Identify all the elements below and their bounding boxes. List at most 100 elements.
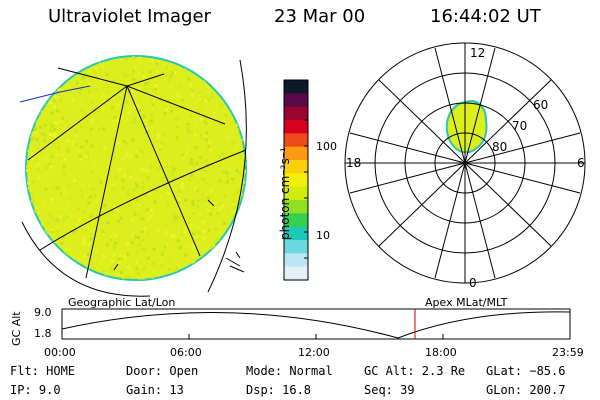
noise-speck xyxy=(81,211,85,215)
noise-speck xyxy=(199,107,203,111)
noise-speck xyxy=(116,209,120,213)
noise-speck xyxy=(75,122,79,126)
noise-speck xyxy=(176,116,179,120)
lat-label-60: 60 xyxy=(533,98,549,112)
noise-speck xyxy=(97,128,101,132)
noise-speck xyxy=(30,137,34,141)
noise-speck xyxy=(39,149,43,153)
noise-speck xyxy=(44,172,48,176)
noise-speck xyxy=(76,80,79,84)
noise-speck xyxy=(89,122,93,125)
noise-speck xyxy=(175,92,179,96)
noise-speck xyxy=(173,214,177,218)
footer-mode: Mode: Normal xyxy=(246,364,333,378)
noise-speck xyxy=(117,257,121,261)
noise-speck xyxy=(213,161,217,165)
noise-speck xyxy=(82,194,86,198)
noise-speck xyxy=(135,155,139,158)
noise-speck xyxy=(188,165,192,169)
noise-speck xyxy=(186,188,190,192)
noise-speck xyxy=(210,246,214,250)
noise-speck xyxy=(227,176,231,180)
noise-speck xyxy=(128,89,132,93)
noise-speck xyxy=(35,138,39,142)
noise-speck xyxy=(149,113,153,117)
noise-speck xyxy=(153,200,157,204)
noise-speck xyxy=(116,273,120,277)
noise-speck xyxy=(143,174,147,178)
noise-speck xyxy=(193,132,197,136)
noise-speck xyxy=(130,89,134,93)
noise-speck xyxy=(182,156,186,160)
noise-speck xyxy=(135,149,139,153)
noise-speck xyxy=(133,181,137,185)
earth-limb xyxy=(207,59,247,293)
noise-speck xyxy=(145,168,149,172)
noise-speck xyxy=(141,186,145,190)
noise-speck xyxy=(177,189,181,193)
noise-speck xyxy=(142,168,146,172)
noise-speck xyxy=(149,208,153,212)
noise-speck xyxy=(125,74,129,78)
noise-speck xyxy=(152,107,155,111)
noise-speck xyxy=(75,134,79,138)
noise-speck xyxy=(67,139,70,143)
noise-speck xyxy=(122,74,126,78)
colorbar-segment xyxy=(284,186,308,201)
noise-speck xyxy=(87,226,91,230)
footer-gc-alt: GC Alt: 2.3 Re xyxy=(364,364,466,378)
noise-speck xyxy=(172,168,176,171)
noise-speck xyxy=(175,265,179,269)
noise-speck xyxy=(87,82,91,86)
noise-speck xyxy=(67,184,70,188)
noise-speck xyxy=(195,189,199,193)
stray-marks xyxy=(113,199,245,273)
date-label: 23 Mar 00 xyxy=(274,6,366,27)
noise-speck xyxy=(79,81,82,85)
noise-speck xyxy=(74,129,78,133)
noise-speck xyxy=(151,275,155,279)
colorbar-segment xyxy=(284,93,308,108)
noise-speck xyxy=(79,125,83,128)
noise-speck xyxy=(65,119,69,123)
noise-speck xyxy=(137,236,141,239)
noise-speck xyxy=(118,260,122,264)
noise-speck xyxy=(37,176,41,180)
noise-speck xyxy=(121,178,125,182)
altitude-x-ticks xyxy=(188,334,444,339)
noise-speck xyxy=(102,94,105,98)
noise-speck xyxy=(111,95,115,99)
noise-speck xyxy=(164,223,167,227)
noise-speck xyxy=(87,201,91,205)
noise-speck xyxy=(183,228,187,232)
noise-speck xyxy=(101,229,105,233)
noise-speck xyxy=(122,156,126,160)
noise-speck xyxy=(26,169,29,172)
noise-speck xyxy=(147,232,150,236)
noise-speck xyxy=(58,215,62,219)
noise-speck xyxy=(128,270,132,274)
noise-speck xyxy=(84,113,88,117)
noise-speck xyxy=(95,200,98,204)
noise-speck xyxy=(189,161,193,165)
noise-speck xyxy=(55,140,59,144)
noise-speck xyxy=(192,260,196,264)
noise-speck xyxy=(204,122,208,126)
noise-speck xyxy=(171,169,174,173)
geographic-label: Geographic Lat/Lon xyxy=(68,296,176,309)
noise-speck xyxy=(36,162,40,166)
noise-speck xyxy=(206,98,210,102)
noise-speck xyxy=(146,176,150,180)
noise-speck xyxy=(117,219,121,223)
noise-speck xyxy=(156,132,160,136)
noise-speck xyxy=(143,82,147,86)
noise-speck xyxy=(218,207,222,211)
noise-speck xyxy=(112,183,116,187)
noise-speck xyxy=(136,272,140,276)
noise-speck xyxy=(56,229,60,233)
noise-speck xyxy=(196,198,200,202)
noise-speck xyxy=(190,174,194,178)
noise-speck xyxy=(79,149,83,153)
noise-speck xyxy=(145,127,149,131)
colorbar-segment xyxy=(284,200,308,214)
